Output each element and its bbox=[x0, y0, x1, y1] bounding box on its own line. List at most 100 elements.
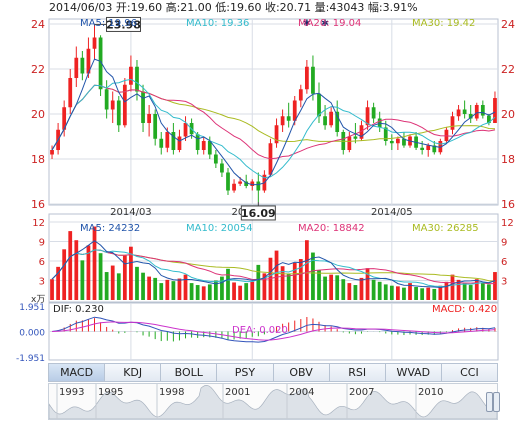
candle-body bbox=[183, 123, 188, 137]
tab-cci[interactable]: CCI bbox=[441, 364, 497, 381]
history-navigator[interactable]: 1993 1995 1998 2001 2004 2007 2010 bbox=[48, 383, 498, 420]
candle-body bbox=[244, 181, 249, 186]
volume-bar bbox=[487, 284, 491, 300]
volume-bar bbox=[414, 287, 418, 300]
candle-body bbox=[329, 111, 334, 126]
candle-body bbox=[432, 145, 437, 153]
vol-tick-left: 9 bbox=[39, 238, 45, 249]
volume-bar bbox=[74, 240, 79, 300]
event-marker-icon: ✱ bbox=[321, 19, 329, 29]
tab-macd[interactable]: MACD bbox=[49, 364, 106, 381]
volume-bar bbox=[141, 272, 145, 300]
candle-body bbox=[402, 138, 406, 146]
navigator-handle-left[interactable] bbox=[486, 392, 493, 412]
tab-kdj[interactable]: KDJ bbox=[105, 364, 162, 381]
candle-body bbox=[456, 109, 461, 117]
candle-body bbox=[347, 136, 352, 150]
macd-tick: 0.000 bbox=[19, 329, 45, 339]
volume-bar bbox=[402, 287, 406, 300]
candle-body bbox=[396, 138, 400, 144]
macd-dea-line bbox=[51, 321, 496, 341]
tab-boll[interactable]: BOLL bbox=[161, 364, 218, 381]
volume-bar bbox=[68, 231, 73, 300]
event-marker-icon: ✱ bbox=[303, 19, 311, 29]
candle-body bbox=[104, 89, 109, 110]
vol-unit-label: x万 bbox=[31, 295, 45, 305]
candle-body bbox=[68, 78, 73, 108]
volume-bar bbox=[92, 226, 97, 300]
price-tick-right: 18 bbox=[501, 153, 515, 166]
price-ma20-line bbox=[51, 84, 496, 160]
candle-body bbox=[50, 150, 54, 155]
volume-bar bbox=[207, 284, 212, 300]
volume-bar bbox=[226, 268, 230, 300]
tab-rsi[interactable]: RSI bbox=[329, 364, 386, 381]
legend-vol-ma30: MA30: 26285 bbox=[412, 223, 479, 234]
volume-bar bbox=[292, 262, 297, 300]
tab-psy[interactable]: PSY bbox=[217, 364, 274, 381]
volume-bar bbox=[317, 270, 321, 300]
candle-body bbox=[201, 141, 206, 150]
volume-bar bbox=[298, 259, 303, 300]
volume-bar bbox=[335, 275, 340, 300]
high-label-box bbox=[106, 16, 142, 32]
candle-body bbox=[256, 181, 261, 191]
candle-body bbox=[323, 116, 327, 126]
panel-frame-0 bbox=[48, 18, 499, 206]
vol-tick-left: 6 bbox=[39, 257, 45, 268]
legend-macd-value: MACD: 0.420 bbox=[432, 304, 497, 315]
candle-body bbox=[426, 145, 431, 150]
candle-body bbox=[420, 147, 425, 150]
tab-wvad[interactable]: WVAD bbox=[385, 364, 442, 381]
volume-bar bbox=[232, 282, 236, 300]
volume-bar bbox=[493, 272, 497, 300]
volume-bar bbox=[377, 281, 382, 300]
x-tick-label: 2014/05 bbox=[371, 207, 413, 218]
volume-bar bbox=[116, 273, 121, 300]
vol-ma20-line bbox=[51, 249, 496, 285]
volume-bar bbox=[129, 246, 133, 300]
candle-body bbox=[177, 136, 182, 150]
navigator-handle-right[interactable] bbox=[493, 392, 500, 412]
volume-bar bbox=[135, 266, 139, 300]
volume-bar bbox=[50, 279, 54, 300]
candle-body bbox=[116, 100, 121, 126]
candle-body bbox=[220, 163, 224, 173]
volume-bar bbox=[438, 285, 443, 300]
stock-chart[interactable]: 242422222020181816162014/032014/042014/0… bbox=[0, 0, 523, 363]
volume-bar bbox=[201, 286, 206, 300]
candle-body bbox=[292, 100, 297, 121]
x-tick-label: 2014/03 bbox=[110, 207, 152, 218]
volume-bar bbox=[153, 277, 158, 300]
volume-bar bbox=[177, 278, 182, 300]
volume-bar bbox=[280, 266, 285, 300]
legend-macd-dea: DEA: 0.020 bbox=[232, 325, 288, 336]
candle-body bbox=[226, 172, 230, 191]
volume-bar bbox=[341, 279, 346, 300]
legend-price-ma20: MA20: 19.04 bbox=[298, 18, 361, 29]
volume-bar bbox=[56, 266, 60, 300]
candle-body bbox=[86, 48, 91, 74]
tab-obv[interactable]: OBV bbox=[273, 364, 330, 381]
volume-bar bbox=[396, 286, 400, 300]
price-tick-right: 24 bbox=[501, 18, 515, 31]
candle-body bbox=[213, 154, 218, 164]
price-tick-left: 16 bbox=[31, 198, 45, 211]
candle-body bbox=[232, 183, 236, 191]
candle-body bbox=[153, 114, 158, 139]
navigator-year-label: 2004 bbox=[289, 387, 314, 398]
candle-body bbox=[462, 109, 467, 114]
candle-body bbox=[493, 98, 497, 123]
price-ma10-line bbox=[51, 78, 496, 179]
volume-bar bbox=[304, 240, 309, 300]
vol-tick-left: 3 bbox=[39, 277, 45, 288]
volume-bar bbox=[450, 274, 455, 300]
volume-bar bbox=[480, 282, 485, 300]
volume-bar bbox=[165, 279, 170, 300]
candle-body bbox=[62, 107, 67, 130]
volume-bar bbox=[468, 285, 473, 300]
candle-body bbox=[129, 66, 133, 85]
volume-bar bbox=[250, 281, 255, 300]
volume-bar bbox=[420, 288, 425, 300]
volume-bar bbox=[365, 268, 370, 300]
